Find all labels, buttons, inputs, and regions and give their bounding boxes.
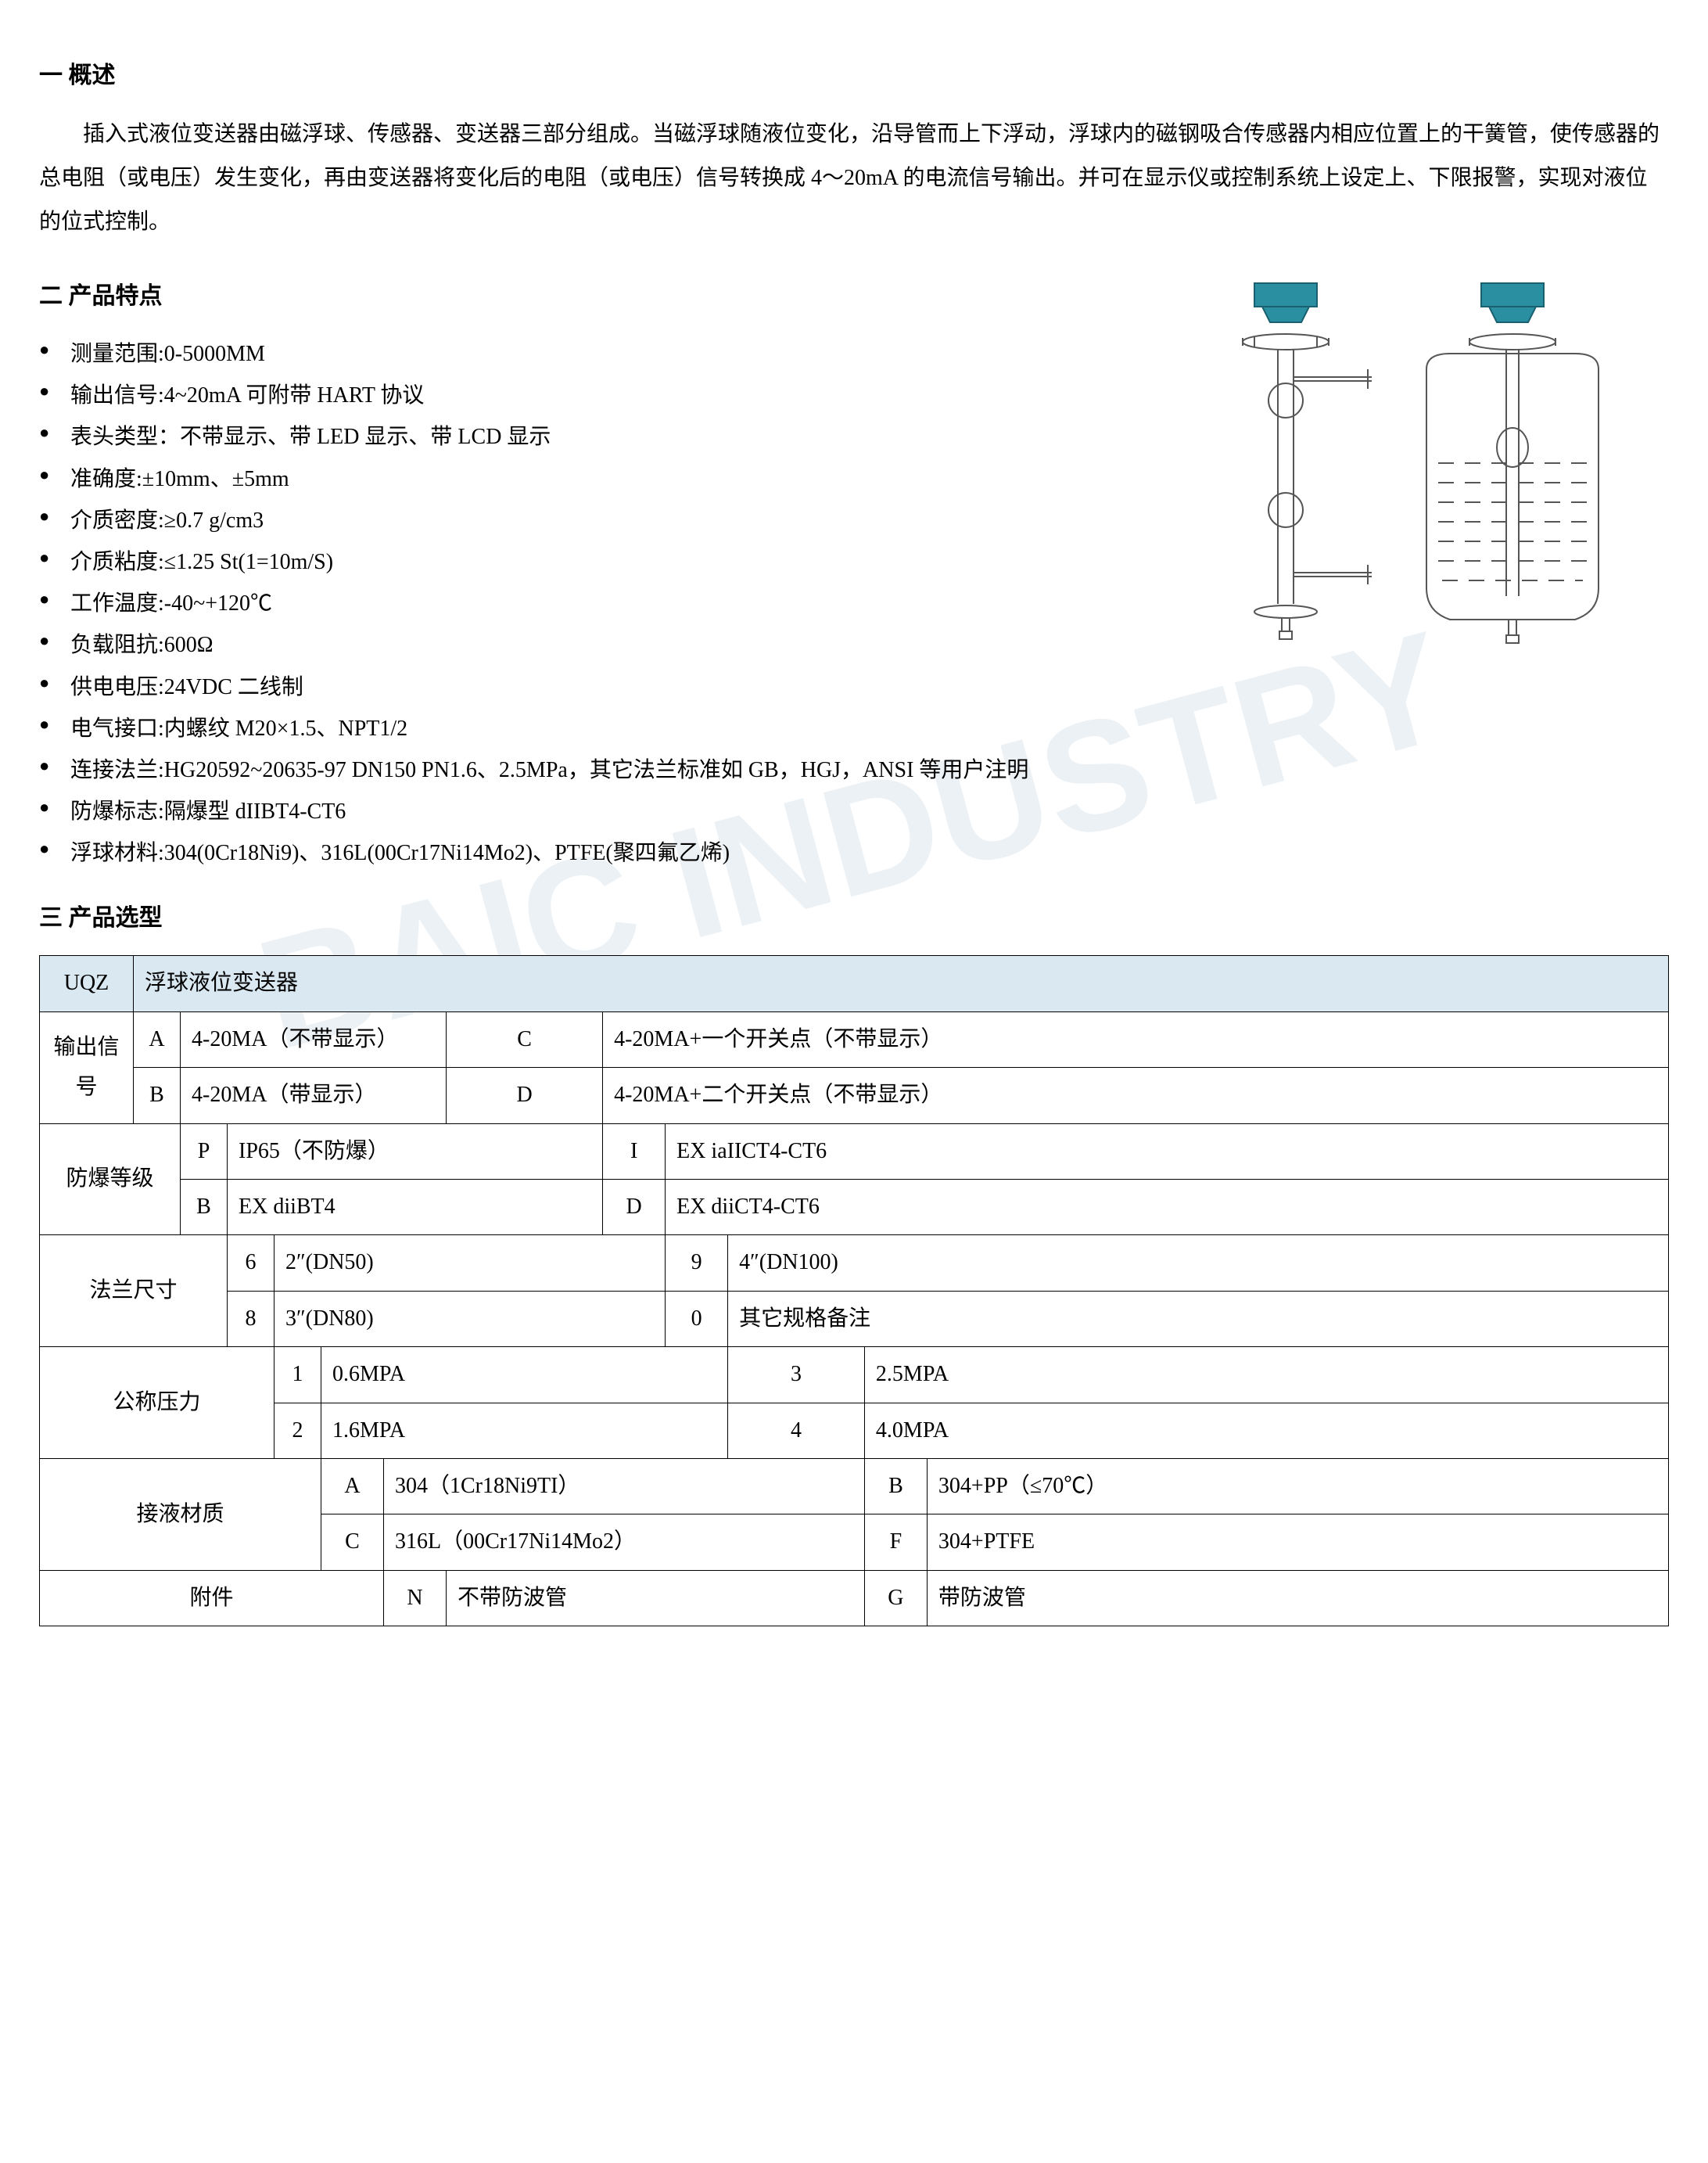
option-desc: 4.0MPA: [864, 1403, 1668, 1458]
option-code: A: [321, 1458, 384, 1514]
option-desc: 其它规格备注: [728, 1291, 1669, 1346]
option-code: C: [321, 1514, 384, 1570]
option-desc: 0.6MPA: [321, 1347, 728, 1403]
feature-item: 输出信号:4~20mA 可附带 HART 协议: [39, 375, 1669, 416]
option-code: D: [447, 1068, 603, 1123]
option-code: 8: [228, 1291, 274, 1346]
feature-item: 电气接口:内螺纹 M20×1.5、NPT1/2: [39, 708, 1669, 749]
option-code: 9: [666, 1235, 728, 1291]
option-desc: EX diiBT4: [228, 1180, 603, 1235]
group-label: 公称压力: [40, 1347, 274, 1459]
option-desc: 316L（00Cr17Ni14Mo2）: [384, 1514, 865, 1570]
option-code: B: [134, 1068, 181, 1123]
option-desc: 4-20MA+一个开关点（不带显示）: [603, 1011, 1669, 1067]
feature-item: 测量范围:0-5000MM: [39, 333, 1669, 375]
option-desc: EX iaIICT4-CT6: [666, 1123, 1669, 1179]
group-label: 输出信号: [40, 1011, 134, 1123]
option-code: I: [603, 1123, 666, 1179]
feature-item: 供电电压:24VDC 二线制: [39, 667, 1669, 708]
selection-title: 三 产品选型: [39, 897, 1669, 940]
model-code: UQZ: [40, 956, 134, 1011]
option-desc: 4″(DN100): [728, 1235, 1669, 1291]
feature-item: 介质密度:≥0.7 g/cm3: [39, 500, 1669, 541]
option-code: G: [864, 1570, 927, 1626]
option-code: B: [181, 1180, 228, 1235]
feature-item: 工作温度:-40~+120℃: [39, 583, 1669, 624]
option-code: N: [384, 1570, 447, 1626]
model-name: 浮球液位变送器: [134, 956, 1669, 1011]
feature-item: 负载阻抗:600Ω: [39, 624, 1669, 666]
option-code: 1: [274, 1347, 321, 1403]
feature-item: 表头类型：不带显示、带 LED 显示、带 LCD 显示: [39, 416, 1669, 458]
option-desc: 2.5MPA: [864, 1347, 1668, 1403]
option-desc: 304+PP（≤70℃）: [927, 1458, 1668, 1514]
feature-item: 连接法兰:HG20592~20635-97 DN150 PN1.6、2.5MPa…: [39, 749, 1669, 791]
option-code: B: [864, 1458, 927, 1514]
option-desc: 1.6MPA: [321, 1403, 728, 1458]
option-desc: 304（1Cr18Ni9TI）: [384, 1458, 865, 1514]
feature-item: 介质粘度:≤1.25 St(1=10m/S): [39, 541, 1669, 583]
group-label: 防爆等级: [40, 1123, 181, 1235]
option-desc: 2″(DN50): [274, 1235, 666, 1291]
option-desc: 4-20MA（带显示）: [181, 1068, 447, 1123]
features-list: 测量范围:0-5000MM 输出信号:4~20mA 可附带 HART 协议 表头…: [39, 333, 1669, 874]
overview-body: 插入式液位变送器由磁浮球、传感器、变送器三部分组成。当磁浮球随液位变化，沿导管而…: [39, 113, 1669, 244]
option-code: A: [134, 1011, 181, 1067]
group-label: 接液材质: [40, 1458, 321, 1570]
group-label: 法兰尺寸: [40, 1235, 228, 1347]
option-code: D: [603, 1180, 666, 1235]
option-code: 3: [728, 1347, 865, 1403]
option-code: 0: [666, 1291, 728, 1346]
option-desc: 4-20MA（不带显示）: [181, 1011, 447, 1067]
option-code: 2: [274, 1403, 321, 1458]
option-desc: 3″(DN80): [274, 1291, 666, 1346]
option-code: 6: [228, 1235, 274, 1291]
feature-item: 准确度:±10mm、±5mm: [39, 458, 1669, 500]
selection-table: UQZ 浮球液位变送器 输出信号 A 4-20MA（不带显示） C 4-20MA…: [39, 955, 1669, 1626]
option-code: F: [864, 1514, 927, 1570]
option-code: P: [181, 1123, 228, 1179]
option-code: C: [447, 1011, 603, 1067]
feature-item: 浮球材料:304(0Cr18Ni9)、316L(00Cr17Ni14Mo2)、P…: [39, 832, 1669, 874]
feature-item: 防爆标志:隔爆型 dIIBT4-CT6: [39, 791, 1669, 832]
option-code: 4: [728, 1403, 865, 1458]
option-desc: IP65（不防爆）: [228, 1123, 603, 1179]
overview-title: 一 概述: [39, 55, 1669, 97]
option-desc: 304+PTFE: [927, 1514, 1668, 1570]
option-desc: 4-20MA+二个开关点（不带显示）: [603, 1068, 1669, 1123]
option-desc: 带防波管: [927, 1570, 1668, 1626]
option-desc: 不带防波管: [447, 1570, 865, 1626]
option-desc: EX diiCT4-CT6: [666, 1180, 1669, 1235]
group-label: 附件: [40, 1570, 384, 1626]
